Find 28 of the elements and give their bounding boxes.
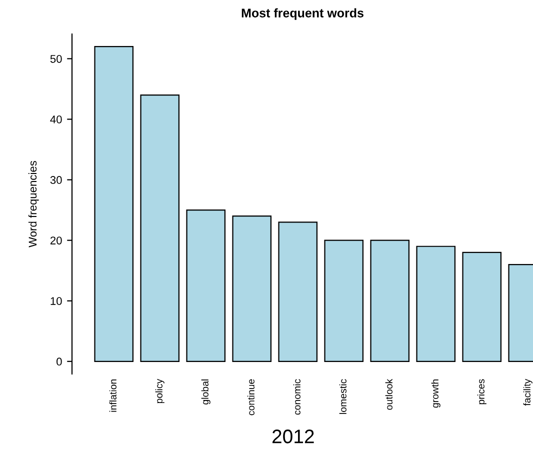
y-tick-label: 0 xyxy=(56,358,62,366)
bar xyxy=(232,216,272,362)
y-tick-label: 30 xyxy=(50,176,62,184)
x-tick-label: lomestic xyxy=(339,379,346,414)
x-tick-label: prices xyxy=(477,379,486,404)
y-tick-label: 10 xyxy=(50,297,62,305)
x-tick-label: conomic xyxy=(293,379,300,415)
y-tick-label: 20 xyxy=(50,236,62,244)
y-tick-label: 50 xyxy=(50,54,62,63)
x-tick-label: inflation xyxy=(109,379,116,412)
chart-title: Most frequent words xyxy=(242,8,364,20)
x-tick-label: growth xyxy=(431,379,440,408)
bar xyxy=(370,240,410,362)
x-tick-label: continue xyxy=(247,379,254,416)
bar xyxy=(186,210,226,362)
y-axis-title: Word frequencies xyxy=(28,160,39,248)
text: 2012 xyxy=(272,430,314,444)
bar xyxy=(94,46,134,362)
bar xyxy=(416,246,456,362)
x-tick-label: global xyxy=(201,380,210,404)
bar xyxy=(140,94,180,362)
bar xyxy=(462,252,502,362)
x-tick-label: facility xyxy=(523,378,532,406)
bar xyxy=(324,240,364,362)
x-tick-label: policy xyxy=(155,378,164,404)
y-tick-label: 40 xyxy=(50,116,62,124)
bar xyxy=(278,222,318,362)
x-tick-label: outlook xyxy=(385,378,392,410)
